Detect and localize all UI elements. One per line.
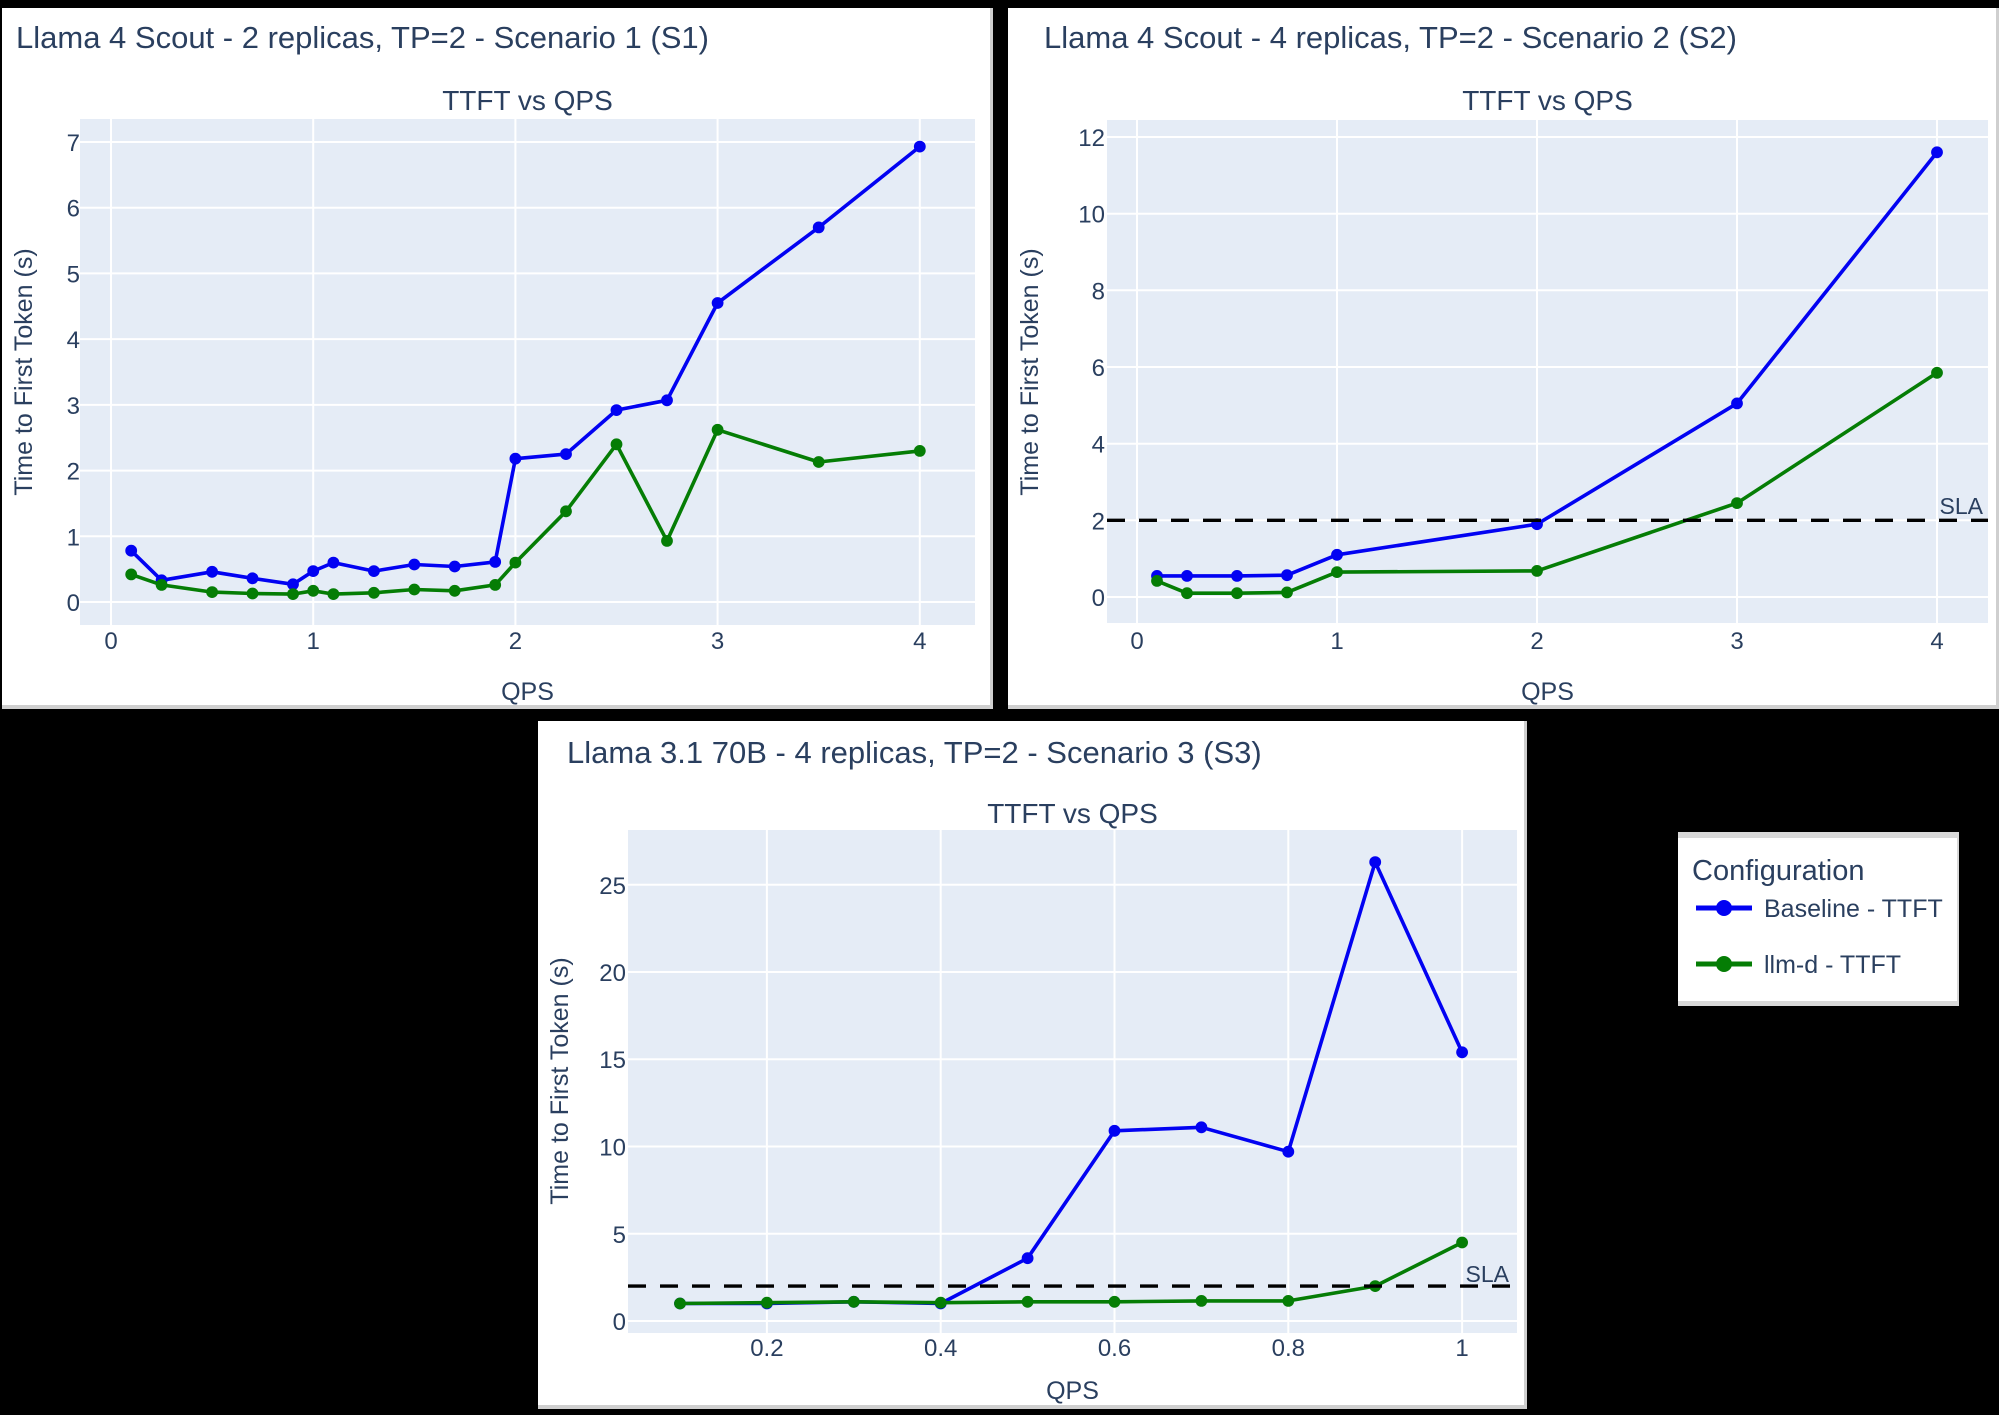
svg-text:15: 15 xyxy=(599,1047,626,1074)
svg-text:Llama 3.1 70B - 4 replicas, TP: Llama 3.1 70B - 4 replicas, TP=2 - Scena… xyxy=(567,735,1262,770)
svg-text:QPS: QPS xyxy=(1521,678,1574,705)
svg-text:0.4: 0.4 xyxy=(924,1335,957,1362)
svg-text:0.2: 0.2 xyxy=(750,1335,783,1362)
svg-text:0: 0 xyxy=(67,590,80,617)
svg-text:QPS: QPS xyxy=(1046,1377,1099,1405)
svg-text:0.8: 0.8 xyxy=(1272,1335,1305,1362)
svg-text:2: 2 xyxy=(1530,628,1543,655)
svg-text:10: 10 xyxy=(1078,202,1105,229)
svg-text:Time to First Token (s): Time to First Token (s) xyxy=(1016,248,1044,495)
svg-text:6: 6 xyxy=(67,196,80,223)
svg-text:Llama 4 Scout - 2 replicas, TP: Llama 4 Scout - 2 replicas, TP=2 - Scena… xyxy=(16,20,709,55)
svg-text:Time to First Token (s): Time to First Token (s) xyxy=(10,248,38,495)
svg-text:1: 1 xyxy=(1455,1335,1468,1362)
svg-text:3: 3 xyxy=(1730,628,1743,655)
svg-text:Time to First Token (s): Time to First Token (s) xyxy=(546,957,574,1204)
svg-text:6: 6 xyxy=(1092,355,1105,382)
svg-text:llm-d - TTFT: llm-d - TTFT xyxy=(1764,951,1901,979)
svg-text:SLA: SLA xyxy=(1466,1261,1510,1287)
svg-text:0: 0 xyxy=(104,628,117,655)
svg-text:8: 8 xyxy=(1092,278,1105,305)
svg-text:TTFT vs QPS: TTFT vs QPS xyxy=(442,85,613,116)
svg-text:4: 4 xyxy=(1092,432,1105,459)
svg-text:12: 12 xyxy=(1078,125,1105,152)
svg-text:0: 0 xyxy=(1130,628,1143,655)
svg-text:0: 0 xyxy=(613,1309,626,1336)
svg-text:2: 2 xyxy=(67,459,80,486)
svg-text:4: 4 xyxy=(913,628,926,655)
svg-text:7: 7 xyxy=(67,130,80,157)
svg-text:0.6: 0.6 xyxy=(1098,1335,1131,1362)
svg-text:QPS: QPS xyxy=(501,678,554,705)
svg-text:3: 3 xyxy=(711,628,724,655)
svg-text:2: 2 xyxy=(509,628,522,655)
svg-text:Llama 4 Scout - 4 replicas, TP: Llama 4 Scout - 4 replicas, TP=2 - Scena… xyxy=(1044,20,1737,55)
svg-text:10: 10 xyxy=(599,1135,626,1162)
svg-text:2: 2 xyxy=(1092,508,1105,535)
svg-text:1: 1 xyxy=(307,628,320,655)
svg-text:4: 4 xyxy=(67,327,80,354)
svg-text:5: 5 xyxy=(67,261,80,288)
svg-text:Baseline - TTFT: Baseline - TTFT xyxy=(1764,895,1943,923)
svg-text:5: 5 xyxy=(613,1222,626,1249)
svg-text:0: 0 xyxy=(1092,585,1105,612)
svg-text:SLA: SLA xyxy=(1940,493,1984,519)
svg-text:1: 1 xyxy=(1330,628,1343,655)
svg-text:4: 4 xyxy=(1930,628,1943,655)
svg-text:20: 20 xyxy=(599,960,626,987)
svg-text:1: 1 xyxy=(67,524,80,551)
svg-text:25: 25 xyxy=(599,873,626,900)
svg-text:TTFT vs QPS: TTFT vs QPS xyxy=(987,798,1158,829)
svg-text:TTFT vs QPS: TTFT vs QPS xyxy=(1462,85,1633,116)
svg-text:3: 3 xyxy=(67,393,80,420)
svg-text:Configuration: Configuration xyxy=(1692,855,1865,887)
